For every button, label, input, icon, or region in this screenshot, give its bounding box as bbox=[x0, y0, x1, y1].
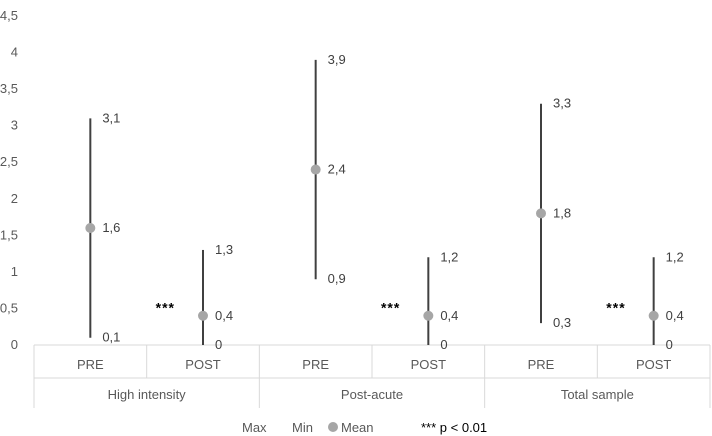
significance-marker: *** bbox=[606, 299, 625, 315]
mean-marker bbox=[85, 223, 96, 234]
group-label: Post-acute bbox=[341, 387, 403, 402]
mean-marker bbox=[536, 208, 546, 219]
plot-area: 3,1 1,6 0,1 1,3 0,4 0 *** 3,9 2,4 0,9 1,2 0,4 0 *** 3,… bbox=[85, 52, 684, 352]
max-label: 3,9 bbox=[328, 52, 346, 67]
y-tick-label: 0 bbox=[11, 337, 18, 352]
mean-label: 1,8 bbox=[553, 205, 571, 220]
min-label: 0,1 bbox=[102, 330, 120, 345]
legend-max: Max bbox=[242, 420, 267, 435]
item-label: PRE bbox=[77, 357, 104, 372]
item-label: PRE bbox=[528, 357, 555, 372]
max-label: 1,3 bbox=[215, 242, 233, 257]
item-label: POST bbox=[636, 357, 671, 372]
legend-mean-marker bbox=[328, 422, 338, 432]
max-label: 3,1 bbox=[102, 110, 120, 125]
mean-label: 0,4 bbox=[215, 308, 233, 323]
mean-marker bbox=[648, 310, 659, 321]
group-label: Total sample bbox=[561, 387, 634, 402]
item-label: POST bbox=[411, 357, 446, 372]
min-label: 0,9 bbox=[328, 271, 346, 286]
mean-marker bbox=[198, 310, 208, 321]
mean-label: 0,4 bbox=[666, 308, 684, 323]
y-tick-label: 4,5 bbox=[0, 8, 18, 23]
legend-min: Min bbox=[292, 420, 313, 435]
max-label: 1,2 bbox=[666, 249, 684, 264]
y-tick-label: 3,5 bbox=[0, 81, 18, 96]
min-label: 0 bbox=[215, 337, 222, 352]
max-label: 1,2 bbox=[440, 249, 458, 264]
significance-marker: *** bbox=[156, 299, 175, 315]
group-label: High intensity bbox=[108, 387, 187, 402]
min-label: 0,3 bbox=[553, 315, 571, 330]
mean-label: 0,4 bbox=[440, 308, 458, 323]
significance-marker: *** bbox=[381, 299, 400, 315]
y-tick-label: 1 bbox=[11, 264, 18, 279]
mean-label: 1,6 bbox=[102, 220, 120, 235]
mean-label: 2,4 bbox=[328, 162, 346, 177]
y-axis: 0 0,5 1 1,5 2 2,5 3 3,5 4 4,5 bbox=[0, 8, 18, 352]
mean-marker bbox=[423, 310, 434, 321]
legend-mean: Mean bbox=[341, 420, 374, 435]
mean-marker bbox=[310, 164, 321, 175]
y-tick-label: 1,5 bbox=[0, 227, 18, 242]
min-label: 0 bbox=[666, 337, 673, 352]
y-tick-label: 4 bbox=[11, 45, 18, 60]
max-label: 3,3 bbox=[553, 96, 571, 111]
legend-significance-note: *** p < 0.01 bbox=[421, 420, 487, 435]
min-label: 0 bbox=[440, 337, 447, 352]
item-label: POST bbox=[185, 357, 220, 372]
y-tick-label: 2 bbox=[11, 191, 18, 206]
legend: Max Min Mean *** p < 0.01 bbox=[242, 420, 487, 435]
item-label: PRE bbox=[302, 357, 329, 372]
y-tick-label: 0,5 bbox=[0, 300, 18, 315]
y-tick-label: 2,5 bbox=[0, 154, 18, 169]
y-tick-label: 3 bbox=[11, 118, 18, 133]
